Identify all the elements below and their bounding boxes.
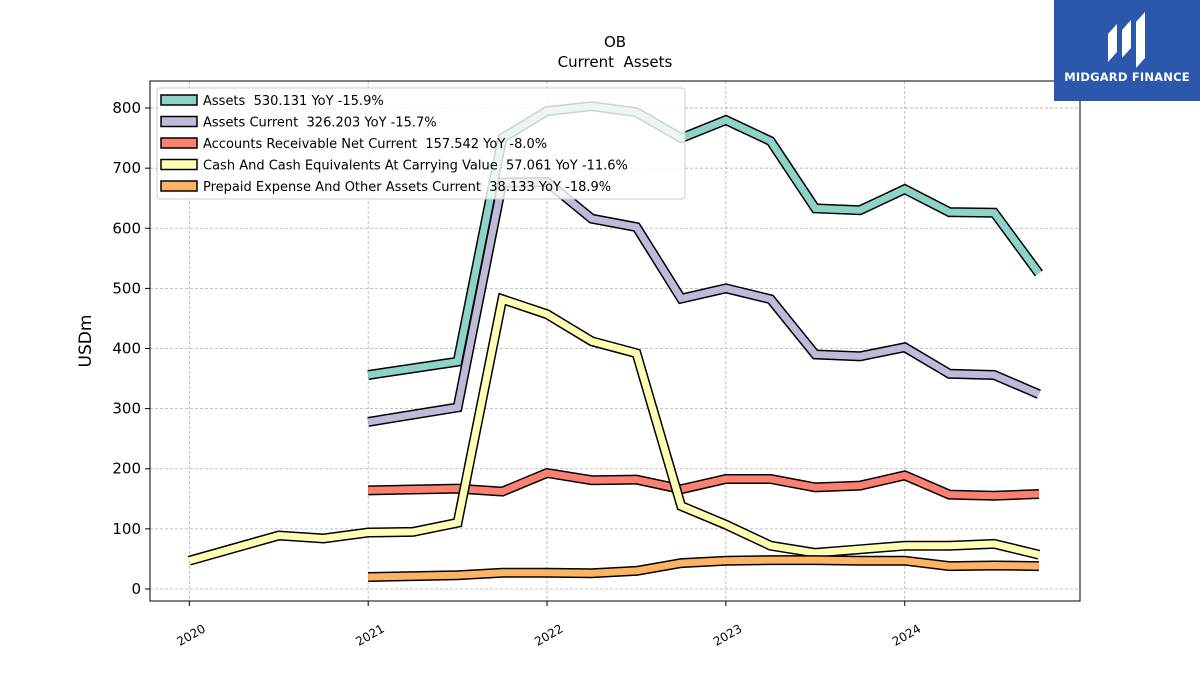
y-axis-label: USDm	[76, 315, 96, 368]
brand-name: MIDGARD FINANCE	[1064, 70, 1190, 84]
y-tick-label: 0	[131, 580, 141, 598]
legend-label-1: Assets Current 326.203 YoY -15.7%	[203, 116, 437, 131]
x-tick-label: 2024	[890, 621, 923, 648]
chart-subtitle: Current Assets	[558, 53, 673, 71]
legend-label-0: Assets 530.131 YoY -15.9%	[203, 94, 384, 109]
plot-frame	[149, 80, 1081, 602]
y-tick-label: 800	[112, 99, 141, 117]
legend-label-2: Accounts Receivable Net Current 157.542 …	[203, 137, 547, 152]
legend-swatch-0	[160, 94, 198, 106]
y-tick-label: 100	[112, 520, 141, 538]
series-line-2	[368, 469, 1040, 500]
chart-title: OB	[604, 33, 626, 51]
x-tick-label: 2020	[174, 621, 207, 648]
legend-swatch-1	[160, 115, 198, 128]
legend-label-4: Prepaid Expense And Other Assets Current…	[203, 180, 611, 195]
legend-swatch-4	[160, 180, 198, 192]
y-tick-label: 300	[112, 400, 141, 418]
y-tick-label: 200	[112, 460, 141, 478]
legend-label-3: Cash And Cash Equivalents At Carrying Va…	[203, 159, 628, 174]
legend-swatch-3	[160, 158, 198, 171]
y-tick-label: 700	[112, 159, 141, 177]
legend-swatch-2	[160, 137, 198, 149]
brand-logo: MIDGARD FINANCE	[1054, 0, 1200, 101]
legend-box	[156, 87, 686, 200]
series-outline-3	[187, 292, 1041, 566]
midgard-logo-icon	[1108, 12, 1145, 68]
x-tick-label: 2021	[353, 621, 386, 648]
series-line-3	[188, 294, 1040, 565]
y-tick-label: 400	[112, 340, 141, 358]
y-tick-label: 500	[112, 279, 141, 297]
x-tick-label: 2023	[711, 621, 744, 648]
series-line-4	[368, 556, 1039, 581]
y-tick-label: 600	[112, 219, 141, 237]
legend: Assets 530.131 YoY -15.9% Assets Current …	[156, 87, 686, 200]
x-tick-label: 2022	[532, 621, 565, 648]
